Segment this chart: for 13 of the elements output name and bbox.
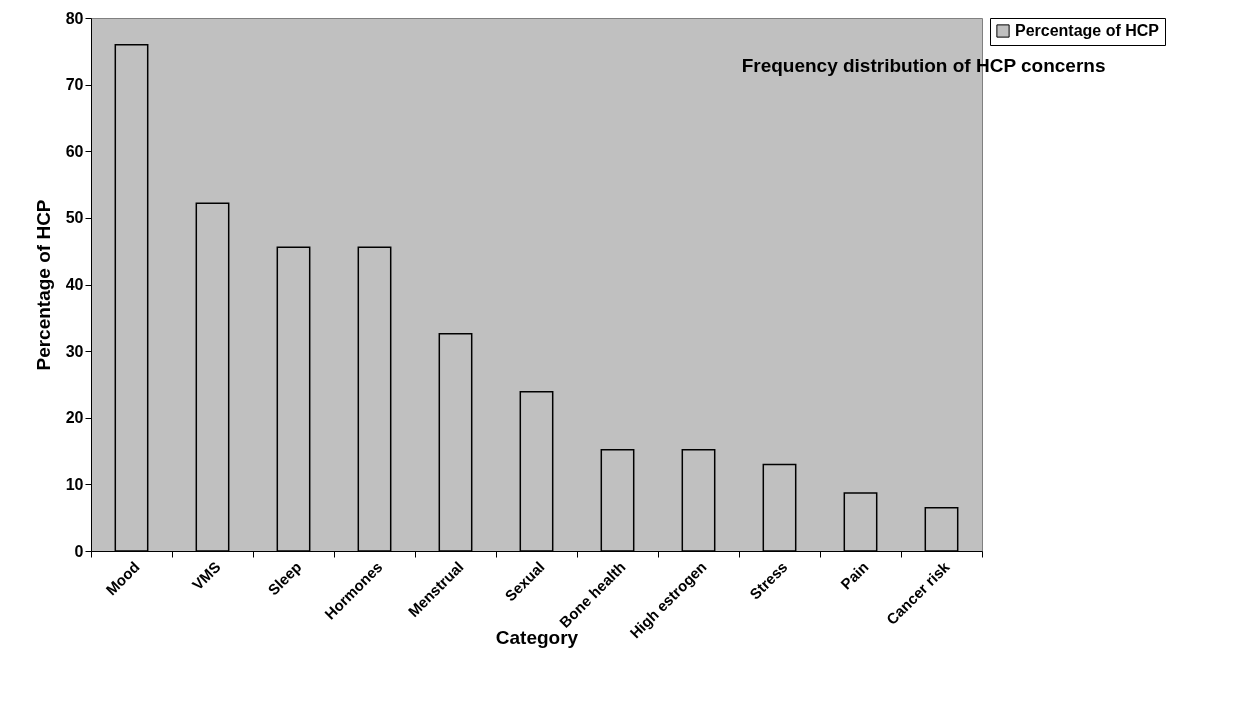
y-tick-label: 30 <box>65 342 84 360</box>
y-tick-label: 70 <box>65 76 84 94</box>
y-tick-label: 60 <box>65 142 84 160</box>
y-tick-label: 10 <box>65 475 84 493</box>
y-tick-label: 0 <box>74 542 84 560</box>
text: Frequency distribution of HCP concerns <box>741 55 1106 76</box>
y-tick-label: 40 <box>65 276 84 293</box>
legend-label: Percentage of HCP <box>1015 22 1160 39</box>
y-tick-label: 80 <box>65 9 84 27</box>
x-axis-title: Category <box>495 627 579 649</box>
y-tick-label: 20 <box>65 409 84 427</box>
y-axis-title: Percentage of HCP <box>32 199 54 371</box>
y-tick-label: 50 <box>65 209 84 227</box>
